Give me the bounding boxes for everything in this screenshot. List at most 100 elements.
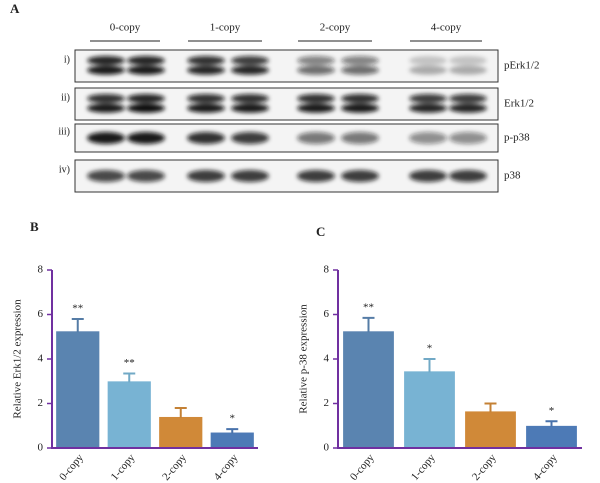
x-tick-label: 2-copy (160, 451, 189, 482)
error-bar (545, 420, 558, 427)
row-index: iii) (58, 126, 70, 137)
band (449, 65, 487, 75)
significance: ** (124, 357, 135, 369)
band (187, 94, 225, 104)
x-tick-label: 1-copy (109, 451, 138, 482)
panel-label: B (30, 219, 39, 234)
band (127, 65, 165, 75)
error-bar (174, 406, 187, 418)
bar (526, 425, 577, 449)
error-bar (423, 358, 436, 373)
error-bar (362, 316, 375, 333)
group-label: 1-copy (210, 22, 241, 34)
band (341, 56, 379, 66)
blot-bands (87, 94, 487, 113)
blot-bands (87, 170, 487, 182)
band (231, 56, 269, 66)
band (127, 94, 165, 104)
row-label: Erk1/2 (504, 98, 534, 110)
error-bar (123, 372, 136, 383)
y-tick-label: 4 (324, 353, 330, 365)
band (231, 170, 269, 182)
y-tick-label: 0 (38, 442, 44, 454)
band (449, 170, 487, 182)
x-tick-label: 0-copy (57, 451, 86, 482)
band (297, 94, 335, 104)
bar (56, 331, 100, 449)
error-bar (71, 317, 84, 333)
band (231, 103, 269, 113)
y-axis-label: Relative p-38 expression (298, 304, 310, 414)
row-index: ii) (61, 92, 70, 103)
group-label: 2-copy (320, 22, 351, 34)
band (127, 170, 165, 182)
y-tick-label: 2 (38, 397, 44, 409)
band (87, 132, 125, 144)
band (449, 94, 487, 104)
bar (465, 411, 516, 449)
row-label: p-p38 (504, 132, 530, 144)
band (297, 56, 335, 66)
significance: * (230, 413, 236, 425)
x-tick-label: 2-copy (470, 451, 499, 482)
y-tick-label: 4 (38, 353, 44, 365)
band (297, 132, 335, 144)
x-tick-label: 4-copy (531, 451, 560, 482)
y-tick-label: 8 (38, 264, 44, 276)
band (127, 103, 165, 113)
band (341, 94, 379, 104)
y-axis-label: Relative Erk1/2 expression (12, 299, 24, 419)
blot-bands (87, 56, 487, 75)
axes (51, 270, 258, 449)
panel-label: A (10, 1, 20, 16)
x-tick-label: 1-copy (409, 451, 438, 482)
band (341, 132, 379, 144)
band (187, 56, 225, 66)
band (87, 65, 125, 75)
band (297, 170, 335, 182)
significance: * (427, 343, 433, 355)
band (187, 132, 225, 144)
row-label: pErk1/2 (504, 60, 539, 72)
band (409, 132, 447, 144)
band (409, 94, 447, 104)
blot-bands (87, 132, 487, 144)
band (409, 103, 447, 113)
significance: ** (72, 302, 83, 314)
band (187, 170, 225, 182)
error-bar (226, 428, 239, 434)
y-tick-label: 0 (324, 442, 330, 454)
row-index: iv) (59, 164, 70, 175)
significance: * (549, 405, 555, 417)
bar (404, 371, 455, 450)
band (449, 103, 487, 113)
band (409, 56, 447, 66)
bar (210, 432, 254, 450)
y-tick-label: 2 (324, 397, 330, 409)
band (87, 170, 125, 182)
band (187, 103, 225, 113)
band (87, 94, 125, 104)
y-tick-label: 8 (324, 264, 330, 276)
band (127, 56, 165, 66)
band (87, 56, 125, 66)
axes (337, 270, 582, 449)
band (297, 103, 335, 113)
band (341, 103, 379, 113)
group-label: 4-copy (431, 22, 462, 34)
band (231, 94, 269, 104)
bar (159, 416, 203, 449)
band (297, 65, 335, 75)
band (87, 103, 125, 113)
row-index: i) (64, 54, 70, 65)
y-tick-label: 6 (324, 308, 330, 320)
band (127, 132, 165, 144)
y-tick-label: 6 (38, 308, 44, 320)
band (231, 132, 269, 144)
x-tick-label: 0-copy (348, 451, 377, 482)
error-bar (484, 402, 497, 413)
bar (343, 331, 394, 449)
band (409, 170, 447, 182)
panel-label: C (316, 224, 325, 239)
